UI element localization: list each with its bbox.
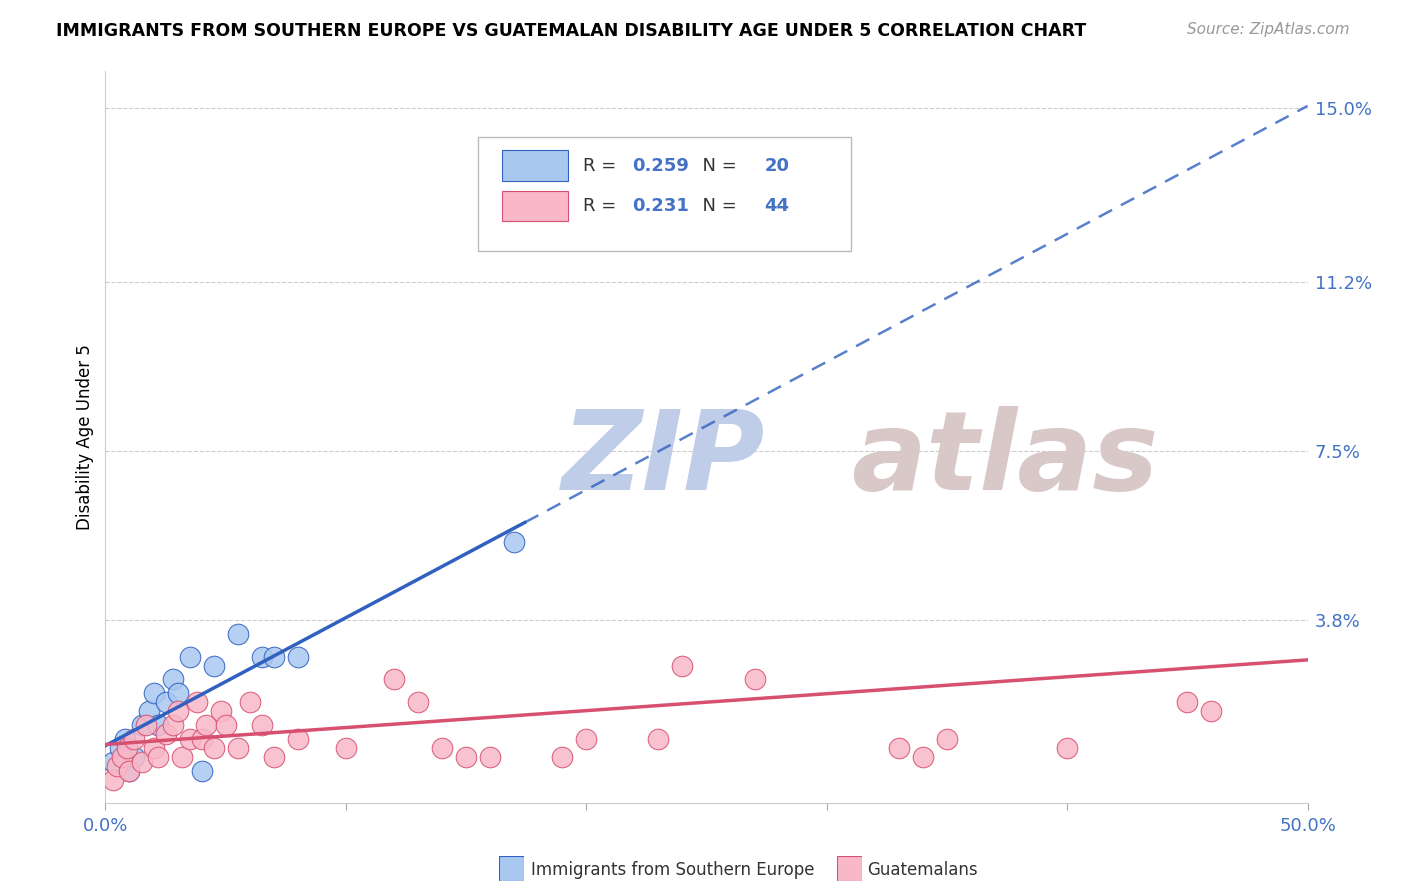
Point xyxy=(671,658,693,673)
Point xyxy=(209,705,232,719)
Text: atlas: atlas xyxy=(851,406,1159,513)
Point xyxy=(179,731,201,746)
Text: R =: R = xyxy=(582,157,621,175)
Point xyxy=(911,750,934,764)
Point xyxy=(551,750,574,764)
Point xyxy=(190,731,212,746)
Point xyxy=(575,731,598,746)
Point xyxy=(647,731,669,746)
Text: Source: ZipAtlas.com: Source: ZipAtlas.com xyxy=(1187,22,1350,37)
Point xyxy=(124,731,146,746)
Point xyxy=(166,686,188,700)
Point xyxy=(108,740,131,755)
Text: N =: N = xyxy=(690,157,742,175)
Point xyxy=(124,750,146,764)
Point xyxy=(107,759,129,773)
Text: 20: 20 xyxy=(765,157,789,175)
Point xyxy=(202,658,225,673)
Point xyxy=(131,755,153,769)
Point xyxy=(166,705,188,719)
Point xyxy=(887,740,910,755)
Text: Immigrants from Southern Europe: Immigrants from Southern Europe xyxy=(531,861,815,879)
Point xyxy=(503,535,526,549)
Point xyxy=(162,718,184,732)
Point xyxy=(479,750,502,764)
Point xyxy=(118,764,141,778)
Point xyxy=(131,718,153,732)
Point xyxy=(287,649,309,664)
Point xyxy=(162,673,184,687)
Point xyxy=(179,649,201,664)
Point xyxy=(111,750,134,764)
Text: Guatemalans: Guatemalans xyxy=(868,861,979,879)
Point xyxy=(239,695,262,709)
Point xyxy=(172,750,194,764)
Point xyxy=(1201,705,1223,719)
Point xyxy=(114,731,136,746)
Point xyxy=(815,215,838,229)
Point xyxy=(138,705,160,719)
Point xyxy=(744,673,766,687)
Text: 0.231: 0.231 xyxy=(631,197,689,215)
Point xyxy=(115,740,138,755)
Point xyxy=(118,764,141,778)
Point xyxy=(135,718,157,732)
Point xyxy=(263,649,285,664)
Point xyxy=(142,686,165,700)
Point xyxy=(1175,695,1198,709)
Point xyxy=(202,740,225,755)
Point xyxy=(335,740,357,755)
FancyBboxPatch shape xyxy=(502,191,568,221)
Text: N =: N = xyxy=(690,197,742,215)
Text: R =: R = xyxy=(582,197,621,215)
Point xyxy=(382,673,405,687)
Point xyxy=(250,649,273,664)
FancyBboxPatch shape xyxy=(478,137,851,251)
Point xyxy=(936,731,959,746)
Text: 44: 44 xyxy=(765,197,789,215)
Text: 0.259: 0.259 xyxy=(631,157,689,175)
Point xyxy=(190,764,212,778)
FancyBboxPatch shape xyxy=(502,151,568,181)
Point xyxy=(101,755,124,769)
Point xyxy=(1056,740,1078,755)
Point xyxy=(186,695,208,709)
Point xyxy=(101,772,124,787)
Point xyxy=(214,718,236,732)
Point xyxy=(148,750,170,764)
Point xyxy=(148,718,170,732)
Point xyxy=(195,718,218,732)
Point xyxy=(454,750,477,764)
Point xyxy=(287,731,309,746)
Y-axis label: Disability Age Under 5: Disability Age Under 5 xyxy=(76,344,94,530)
Point xyxy=(263,750,285,764)
Point xyxy=(430,740,453,755)
Point xyxy=(250,718,273,732)
Point xyxy=(226,626,249,640)
Point xyxy=(406,695,429,709)
Point xyxy=(142,740,165,755)
Point xyxy=(155,727,177,741)
Point xyxy=(226,740,249,755)
Text: IMMIGRANTS FROM SOUTHERN EUROPE VS GUATEMALAN DISABILITY AGE UNDER 5 CORRELATION: IMMIGRANTS FROM SOUTHERN EUROPE VS GUATE… xyxy=(56,22,1087,40)
Text: ZIP: ZIP xyxy=(562,406,766,513)
Point xyxy=(155,695,177,709)
